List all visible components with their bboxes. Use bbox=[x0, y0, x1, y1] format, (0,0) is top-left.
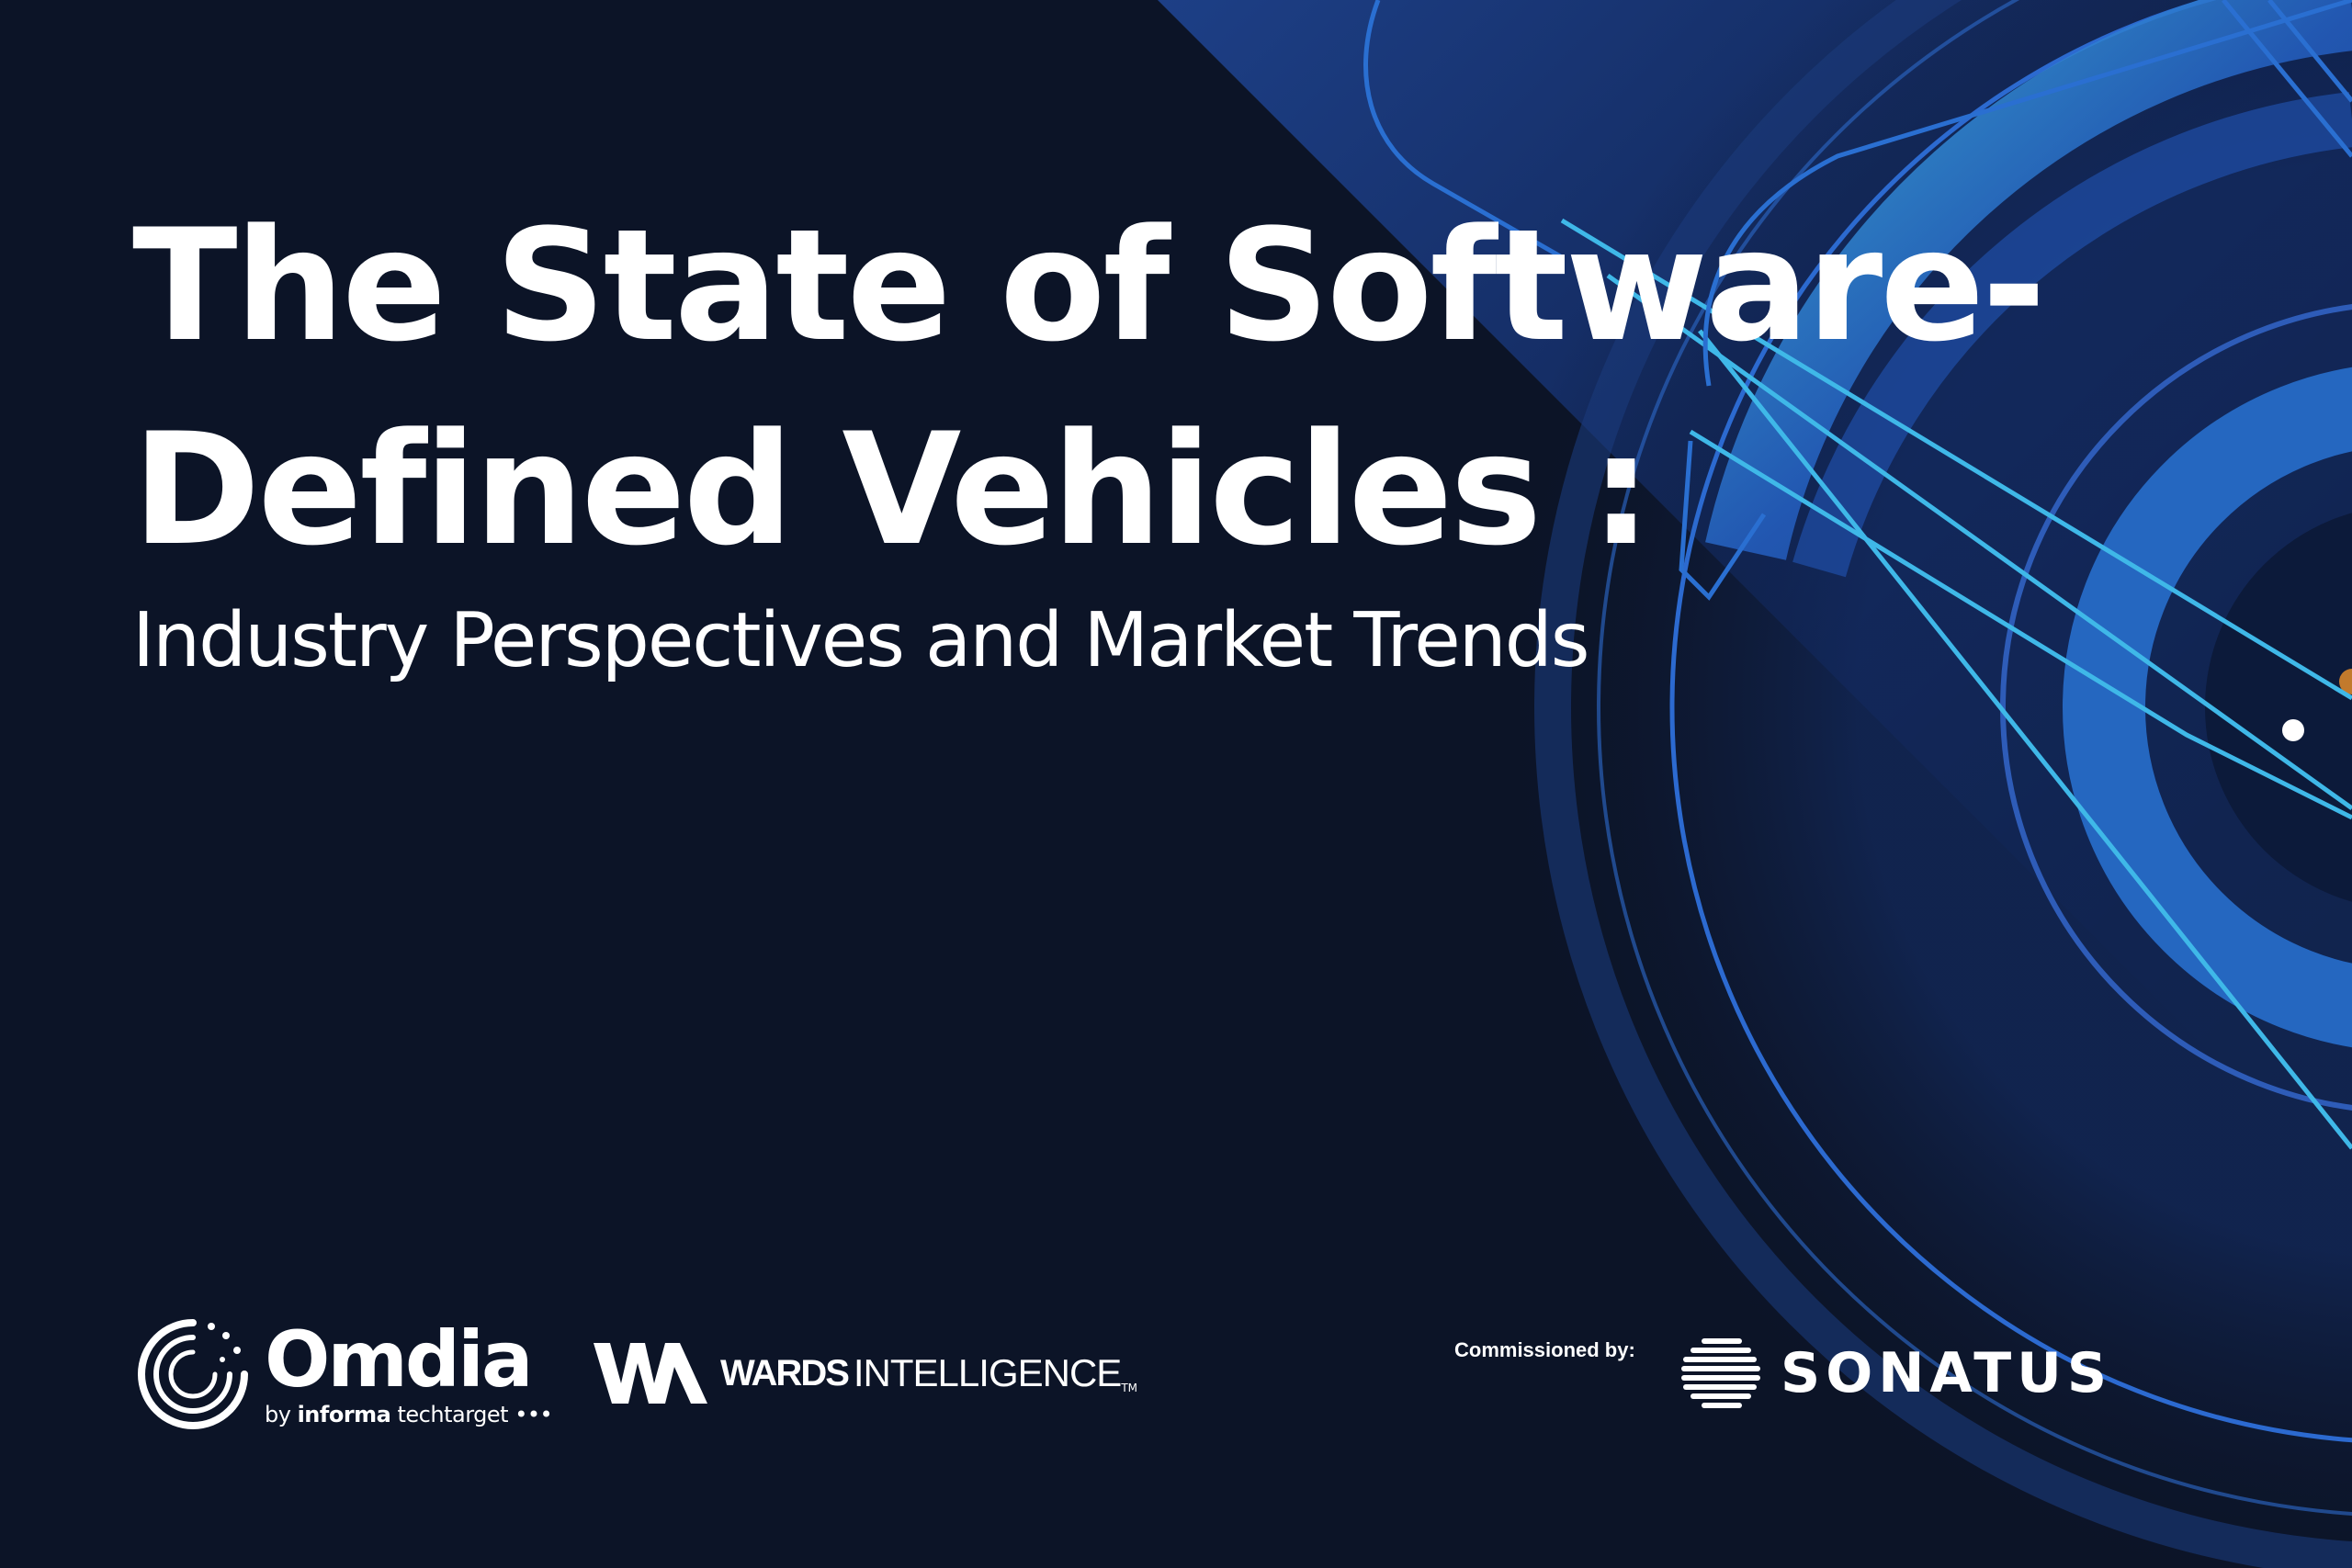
sonatus-wordmark: SONATUS bbox=[1781, 1341, 2113, 1405]
omdia-wordmark: Omdia bbox=[265, 1314, 534, 1404]
white-dot bbox=[2282, 719, 2304, 741]
document-title: The State of Software- Defined Vehicles … bbox=[132, 184, 2046, 592]
sonatus-logo: SONATUS bbox=[1681, 1337, 2112, 1410]
omdia-swirl-icon bbox=[138, 1319, 248, 1429]
document-subtitle: Industry Perspectives and Market Trends bbox=[132, 597, 1589, 684]
title-line-2: Defined Vehicles : bbox=[132, 400, 1652, 580]
omdia-byline: by informa techtarget ••• bbox=[265, 1402, 553, 1427]
title-line-1: The State of Software- bbox=[132, 196, 2046, 376]
omdia-logo: Omdia by informa techtarget ••• bbox=[134, 1314, 553, 1433]
wards-wm-icon bbox=[594, 1343, 707, 1404]
commissioned-by-label: Commissioned by: bbox=[1454, 1338, 1635, 1361]
sonatus-stripes-icon bbox=[1681, 1338, 1760, 1408]
orange-dot bbox=[2339, 669, 2352, 694]
wards-intelligence-logo: WARDS INTELLIGENCE TM bbox=[594, 1343, 1137, 1404]
